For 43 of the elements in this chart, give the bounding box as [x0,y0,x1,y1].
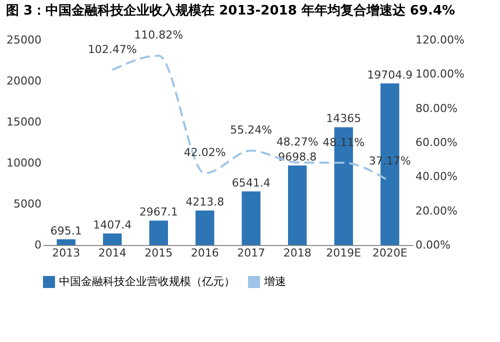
data-label: 42.02% [184,146,226,160]
bar [149,220,168,245]
data-label: 102.47% [88,42,137,56]
bar [196,210,214,245]
data-label: 1407.4 [93,218,132,232]
x-tick-label: 2019E [326,246,362,260]
x-tick-label: 2013 [52,246,80,260]
x-tick-label: 2017 [237,246,266,260]
data-label: 14365 [326,112,362,126]
data-label: 48.27% [276,136,318,149]
y2-tick-label: 80.00% [416,102,458,115]
data-label: 4213.8 [186,195,224,208]
data-label: 110.82% [134,28,184,42]
y-tick-label: 20000 [6,74,42,88]
bar [56,239,76,245]
legend-label: 中国金融科技企业营收规模（亿元） [59,275,235,288]
data-label: 9698.8 [278,150,317,164]
data-label: 55.24% [230,124,272,137]
legend-label: 增速 [263,275,286,288]
x-tick-label: 2015 [144,246,173,260]
y-tick-label: 5000 [14,198,42,210]
x-tick-label: 2018 [283,246,312,260]
y2-tick-label: 100.00% [416,68,464,81]
y2-tick-label: 40.00% [416,170,458,184]
y2-tick-label: 0.00% [416,238,450,252]
data-label: 695.1 [50,224,82,238]
y2-tick-label: 120.00% [416,34,464,46]
data-label: 6541.4 [232,176,270,190]
bar [103,233,122,245]
y-tick-label: 15000 [6,116,42,128]
y2-tick-label: 60.00% [416,136,458,149]
data-label: 2967.1 [139,206,178,219]
x-tick-label: 2016 [190,246,219,260]
y-tick-label: 0 [34,238,42,252]
data-label: 19704.9 [367,68,413,82]
y-tick-label: 10000 [6,156,42,170]
bar [288,165,307,245]
y-tick-label: 25000 [6,34,42,46]
x-tick-label: 2014 [98,246,126,260]
y2-tick-label: 20.00% [416,204,458,218]
chart-title: 图 3：中国金融科技企业收入规模在 2013-2018 年年均复合增速达 69.4% [6,2,456,19]
bar [242,191,260,245]
x-tick-label: 2020E [372,246,408,260]
